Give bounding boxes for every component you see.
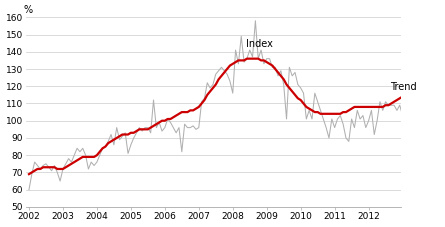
Text: Trend: Trend [390, 82, 416, 92]
Text: Index: Index [247, 39, 273, 49]
Text: %: % [24, 5, 33, 15]
